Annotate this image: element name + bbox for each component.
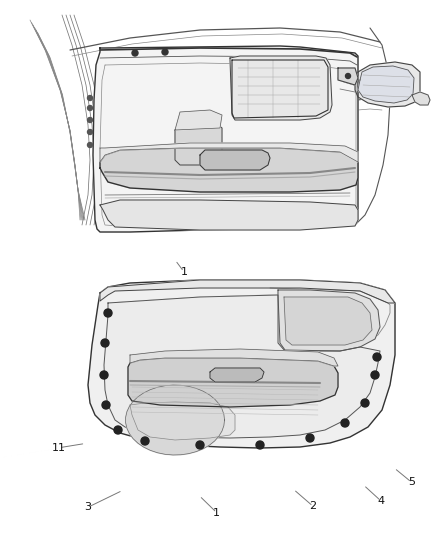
Polygon shape <box>175 110 222 130</box>
Polygon shape <box>358 66 414 103</box>
Text: 4: 4 <box>378 496 385 506</box>
Polygon shape <box>100 143 358 162</box>
Circle shape <box>102 401 110 409</box>
Text: 9: 9 <box>294 406 301 415</box>
Circle shape <box>88 106 92 110</box>
Text: 12: 12 <box>138 74 152 84</box>
Text: 12: 12 <box>300 76 314 86</box>
Circle shape <box>256 441 264 449</box>
Circle shape <box>373 353 381 361</box>
Circle shape <box>341 419 349 427</box>
Circle shape <box>141 437 149 445</box>
Circle shape <box>88 130 92 134</box>
Circle shape <box>88 95 92 101</box>
Text: 3: 3 <box>84 503 91 512</box>
Circle shape <box>88 142 92 148</box>
Polygon shape <box>130 402 235 440</box>
Polygon shape <box>200 150 270 170</box>
Text: 1: 1 <box>213 508 220 518</box>
Circle shape <box>132 50 138 56</box>
Circle shape <box>371 371 379 379</box>
Polygon shape <box>130 349 338 366</box>
Circle shape <box>104 309 112 317</box>
Polygon shape <box>175 125 222 165</box>
Text: 6: 6 <box>137 416 144 426</box>
Polygon shape <box>93 46 358 232</box>
Text: 7: 7 <box>161 415 168 425</box>
Polygon shape <box>355 62 420 107</box>
Circle shape <box>162 49 168 55</box>
Circle shape <box>101 339 109 347</box>
Polygon shape <box>412 92 430 105</box>
Circle shape <box>114 426 122 434</box>
Polygon shape <box>126 385 225 455</box>
Polygon shape <box>104 295 380 438</box>
Circle shape <box>361 399 369 407</box>
Polygon shape <box>88 280 395 448</box>
Text: 5: 5 <box>408 478 415 487</box>
Text: 13: 13 <box>304 187 318 197</box>
Polygon shape <box>284 297 372 345</box>
Polygon shape <box>100 200 358 230</box>
Text: 1: 1 <box>180 267 187 277</box>
Circle shape <box>88 117 92 123</box>
Circle shape <box>196 441 204 449</box>
Polygon shape <box>100 148 358 192</box>
Text: 10: 10 <box>151 347 165 357</box>
Circle shape <box>346 74 350 78</box>
Text: 8: 8 <box>187 416 194 426</box>
Polygon shape <box>278 290 380 351</box>
Text: 11: 11 <box>52 443 66 453</box>
Text: 2: 2 <box>310 502 317 511</box>
Circle shape <box>306 434 314 442</box>
Polygon shape <box>128 358 338 407</box>
Polygon shape <box>100 280 395 303</box>
Polygon shape <box>230 56 332 120</box>
Text: 13: 13 <box>105 155 119 165</box>
Polygon shape <box>338 68 358 85</box>
Circle shape <box>100 371 108 379</box>
Polygon shape <box>210 368 264 382</box>
